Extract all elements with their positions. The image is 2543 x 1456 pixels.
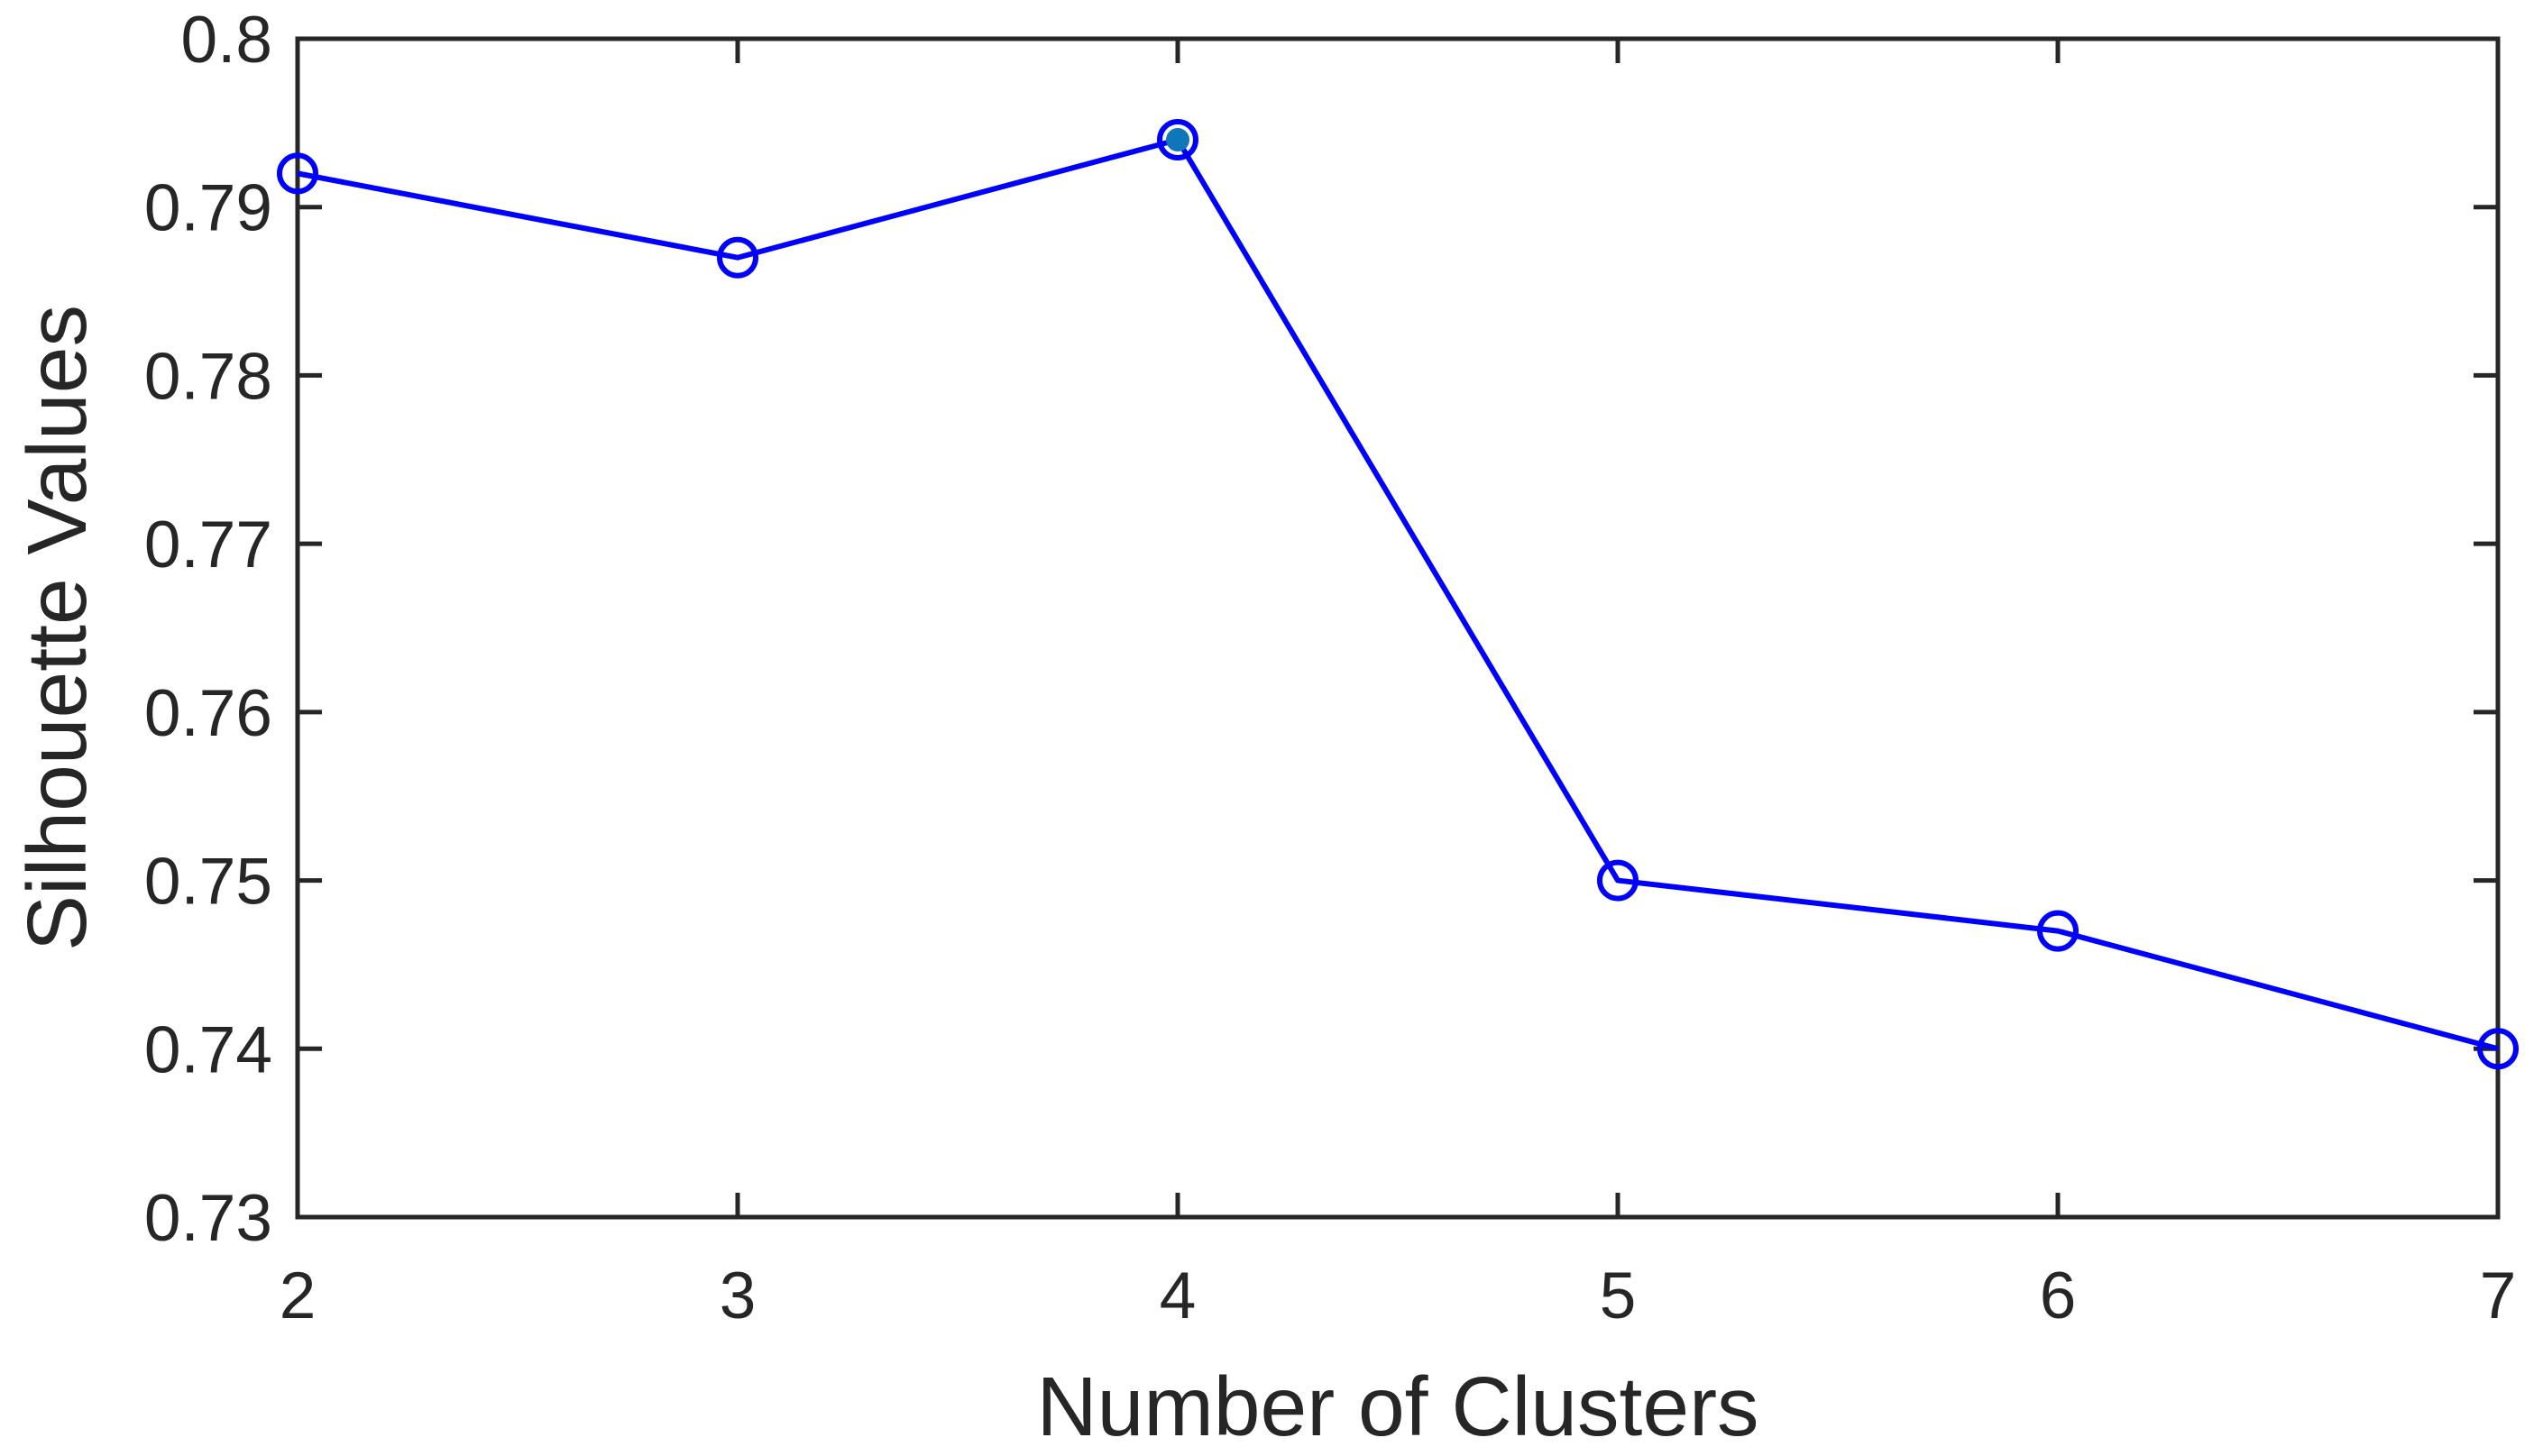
x-tick-label: 4 (1160, 1259, 1197, 1332)
data-point-marker (717, 236, 758, 279)
y-tick-label: 0.8 (181, 4, 272, 77)
y-tick-label: 0.77 (144, 508, 272, 581)
y-tick-label: 0.75 (144, 846, 272, 919)
data-point-marker (1597, 859, 1639, 902)
x-tick-label: 5 (1600, 1259, 1637, 1332)
x-tick-label: 7 (2480, 1259, 2517, 1332)
y-tick-label: 0.76 (144, 677, 272, 750)
data-point-marker (1157, 119, 1198, 161)
plot-box (295, 36, 2501, 1220)
data-point-marker (2477, 1028, 2519, 1070)
x-axis-label: Number of Clusters (1036, 1360, 1758, 1453)
x-tick-label: 6 (2040, 1259, 2077, 1332)
data-series-line (297, 137, 2499, 1052)
y-tick-label: 0.78 (144, 340, 272, 413)
data-point-marker (2037, 910, 2079, 952)
x-tick-label: 2 (280, 1259, 317, 1332)
highlight-dot (1166, 128, 1189, 152)
y-tick-label: 0.73 (144, 1182, 272, 1255)
x-tick-label: 3 (720, 1259, 757, 1332)
y-tick-label: 0.79 (144, 172, 272, 245)
data-point-marker (277, 152, 318, 195)
y-axis-label: Silhouette Values (10, 305, 104, 951)
y-tick-label: 0.74 (144, 1013, 272, 1086)
